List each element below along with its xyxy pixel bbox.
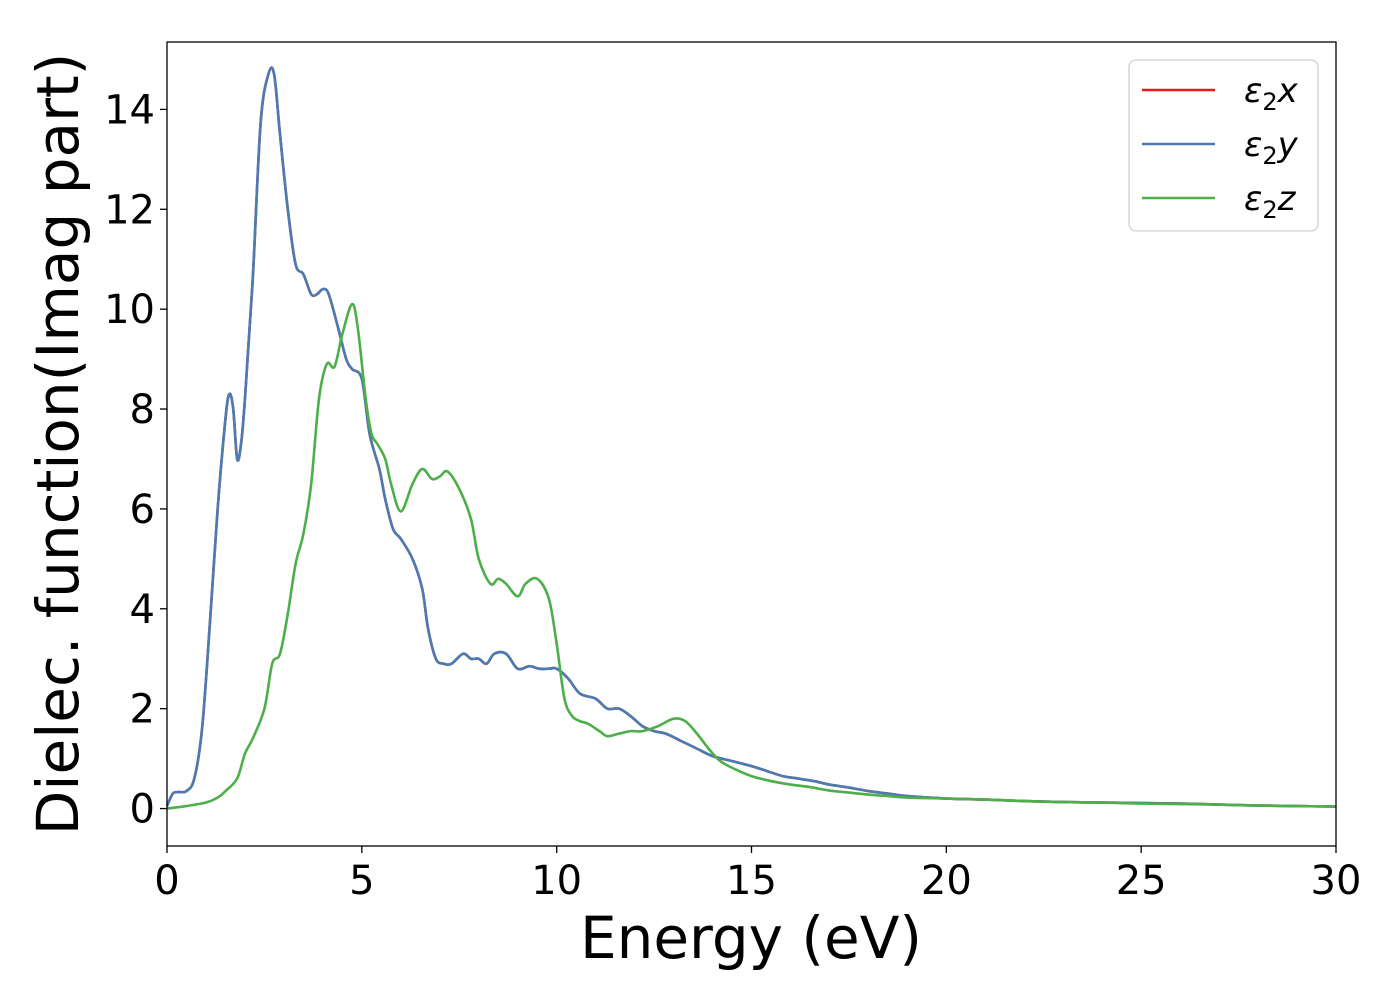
legend-box: [1128, 59, 1319, 232]
series-line-y: [165, 66, 1337, 808]
legend-item-y: ε2y: [1142, 125, 1299, 170]
y-tick-label: 8: [130, 387, 155, 433]
y-axis-ticks: 0 2 4 6 8 10 12 14: [104, 87, 167, 833]
y-tick-label: 12: [104, 187, 155, 233]
y-tick-label: 14: [104, 87, 155, 133]
x-tick-label: 15: [726, 858, 777, 904]
plot-lines: [165, 66, 1337, 810]
legend-label: ε2x: [1244, 71, 1299, 116]
x-tick-label: 20: [921, 858, 972, 904]
x-tick-label: 10: [531, 858, 582, 904]
legend-item-x: ε2x: [1142, 71, 1299, 116]
series-line-z: [166, 302, 1337, 810]
y-tick-label: 6: [130, 487, 155, 533]
y-tick-label: 4: [130, 587, 155, 633]
x-tick-label: 0: [154, 858, 179, 904]
x-axis-ticks: 0 5 10 15 20 25 30: [154, 846, 1361, 904]
x-tick-label: 25: [1116, 858, 1167, 904]
y-axis-label: Dielec. function(Imag part): [24, 53, 92, 836]
legend-item-z: ε2z: [1142, 179, 1297, 224]
y-tick-label: 0: [130, 787, 155, 833]
legend: ε2x ε2y ε2z: [1128, 59, 1319, 232]
y-tick-label: 10: [104, 287, 155, 333]
legend-label: ε2z: [1244, 179, 1297, 224]
legend-label: ε2y: [1244, 125, 1299, 170]
x-tick-label: 5: [349, 858, 374, 904]
x-axis-label: Energy (eV): [580, 904, 922, 972]
y-tick-label: 2: [130, 687, 155, 733]
x-tick-label: 30: [1311, 858, 1362, 904]
